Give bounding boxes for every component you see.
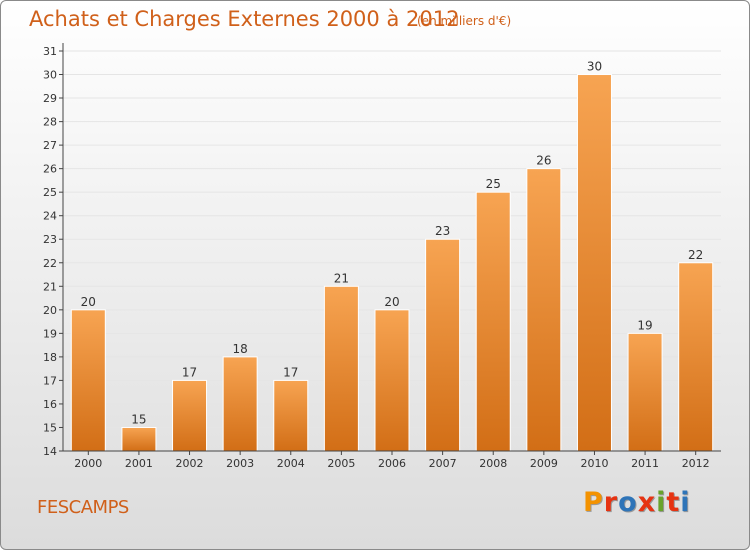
data-label: 22 xyxy=(688,248,703,262)
data-label: 25 xyxy=(486,177,501,191)
x-tick-label: 2007 xyxy=(429,457,457,470)
data-label: 20 xyxy=(384,295,399,309)
axes xyxy=(59,43,721,455)
y-tick-label: 17 xyxy=(43,374,57,387)
y-tick-label: 15 xyxy=(43,421,57,434)
bar xyxy=(172,379,208,452)
logo-letter: i xyxy=(656,487,667,518)
bar xyxy=(627,332,663,452)
bar xyxy=(70,309,106,452)
x-tick-label: 2009 xyxy=(530,457,558,470)
y-tick-label: 19 xyxy=(43,327,57,340)
data-label: 18 xyxy=(233,342,248,356)
data-label: 17 xyxy=(182,365,197,379)
x-tick-label: 2011 xyxy=(631,457,659,470)
x-tick-label: 2004 xyxy=(277,457,305,470)
x-tick-label: 2001 xyxy=(125,457,153,470)
data-label: 26 xyxy=(536,154,551,168)
bar xyxy=(678,262,714,452)
y-tick-label: 25 xyxy=(43,186,57,199)
bar xyxy=(374,309,410,452)
proxiti-logo: Proxiti xyxy=(583,487,691,518)
bar xyxy=(222,356,258,452)
logo-letter: r xyxy=(603,487,619,518)
y-tick-label: 28 xyxy=(43,116,57,129)
x-tick-label: 2006 xyxy=(378,457,406,470)
x-tick-label: 2003 xyxy=(226,457,254,470)
x-tick-label: 2010 xyxy=(580,457,608,470)
chart-title: Achats et Charges Externes 2000 à 2012 xyxy=(29,7,460,31)
logo-letter: o xyxy=(618,487,638,518)
bar xyxy=(323,285,359,452)
x-tick-label: 2008 xyxy=(479,457,507,470)
bar xyxy=(121,426,157,452)
bar xyxy=(576,74,612,452)
data-label: 17 xyxy=(283,365,298,379)
y-tick-label: 22 xyxy=(43,257,57,270)
y-tick-label: 20 xyxy=(43,304,57,317)
y-tick-label: 30 xyxy=(43,69,57,82)
y-tick-label: 14 xyxy=(43,445,57,458)
y-tick-label: 18 xyxy=(43,351,57,364)
logo-letter: P xyxy=(583,487,604,518)
data-label: 21 xyxy=(334,271,349,285)
bar xyxy=(425,238,461,452)
x-tick-label: 2000 xyxy=(74,457,102,470)
logo-letter: x xyxy=(637,487,657,518)
x-tick-label: 2012 xyxy=(682,457,710,470)
data-label: 19 xyxy=(637,318,652,332)
data-label: 20 xyxy=(81,295,96,309)
y-tick-label: 21 xyxy=(43,280,57,293)
logo-letter: t xyxy=(666,487,681,518)
y-tick-label: 31 xyxy=(43,45,57,58)
y-tick-label: 23 xyxy=(43,233,57,246)
logo-letter: i xyxy=(680,487,691,518)
data-label: 30 xyxy=(587,60,602,74)
place-name: FESCAMPS xyxy=(37,497,129,518)
labels: 14 15 16 17 18 19 20 21 22 23 24 25 26 27 28 29 30 31 2000… xyxy=(43,45,710,470)
y-tick-label: 24 xyxy=(43,210,57,223)
y-tick-label: 27 xyxy=(43,139,57,152)
y-tick-label: 26 xyxy=(43,163,57,176)
chart-unit-label: (en milliers d'€) xyxy=(417,14,512,28)
bar xyxy=(475,191,511,452)
x-tick-label: 2005 xyxy=(327,457,355,470)
y-tick-label: 29 xyxy=(43,92,57,105)
data-label: 23 xyxy=(435,224,450,238)
y-tick-label: 16 xyxy=(43,398,57,411)
bar xyxy=(526,168,562,452)
x-tick-label: 2002 xyxy=(176,457,204,470)
data-label: 15 xyxy=(131,412,146,426)
bar xyxy=(273,379,309,452)
bars xyxy=(70,74,714,452)
